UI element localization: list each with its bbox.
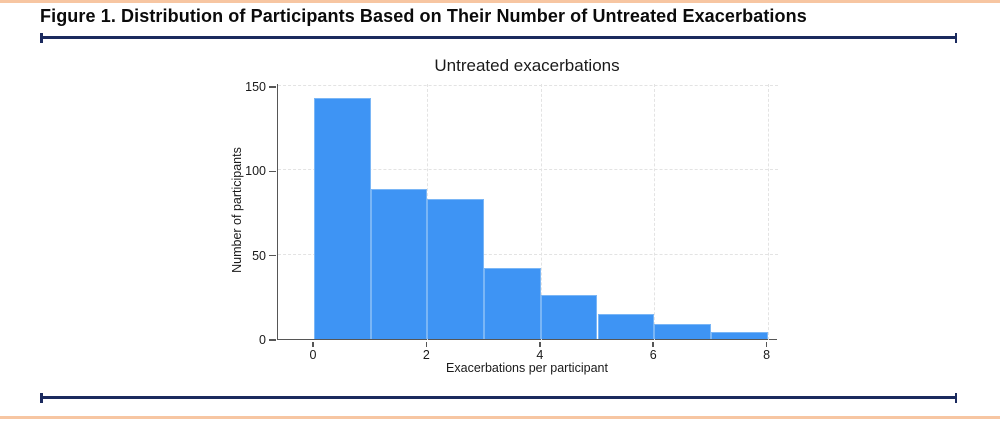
histogram-bar <box>427 199 485 339</box>
y-axis-label: Number of participants <box>230 147 244 273</box>
x-gridline <box>767 84 769 340</box>
y-axis-tick <box>269 170 276 173</box>
bottom-rule-endcap-left <box>40 392 43 403</box>
histogram-bar <box>597 313 655 339</box>
y-tick-label: 100 <box>245 164 266 179</box>
bottom-rule <box>40 396 957 399</box>
figure-title: Figure 1. Distribution of Participants B… <box>40 6 807 26</box>
histogram-bar <box>654 323 711 339</box>
x-axis-tick <box>765 341 768 347</box>
y-axis-tick <box>269 254 276 257</box>
x-axis-tick <box>312 341 314 347</box>
y-axis-tick <box>269 339 276 341</box>
x-axis-tick <box>652 341 654 347</box>
x-tick-label: 0 <box>309 348 317 362</box>
x-gridline <box>540 84 542 340</box>
x-gridline <box>654 84 656 340</box>
x-tick-label: 4 <box>536 348 544 362</box>
histogram-bar <box>484 268 541 339</box>
top-rule-endcap-left <box>40 32 43 43</box>
bottom-accent-line <box>0 416 1000 419</box>
top-rule <box>40 36 957 39</box>
x-tick-label: 8 <box>763 348 771 362</box>
histogram-bar <box>540 295 598 339</box>
x-tick-label: 2 <box>422 348 430 362</box>
y-tick-label: 50 <box>252 248 266 263</box>
y-tick-label: 0 <box>259 333 266 347</box>
x-axis-tick <box>425 341 428 347</box>
histogram-bar <box>314 97 371 339</box>
y-tick-label: 150 <box>245 80 266 94</box>
x-axis-label: Exacerbations per participant <box>446 361 608 375</box>
x-tick-label: 6 <box>649 348 657 362</box>
histogram-bar <box>370 188 428 339</box>
top-rule-endcap-right <box>954 32 957 43</box>
top-accent-line <box>0 0 1000 3</box>
plot-area <box>277 84 778 340</box>
y-axis-tick <box>269 86 276 88</box>
y-gridline <box>278 169 778 171</box>
y-gridline <box>278 85 778 87</box>
x-axis-tick <box>539 341 541 347</box>
bottom-rule-endcap-right <box>954 392 957 403</box>
y-gridline <box>278 253 778 255</box>
chart-title: Untreated exacerbations <box>434 56 620 75</box>
histogram-bar <box>710 332 768 339</box>
